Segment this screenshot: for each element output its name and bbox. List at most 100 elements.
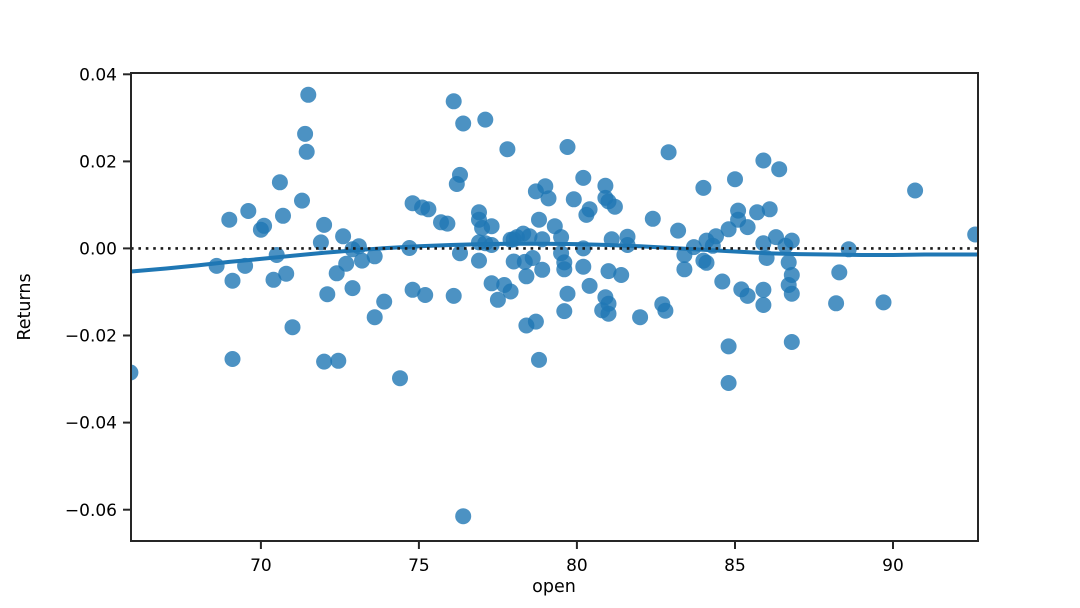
scatter-point	[354, 252, 370, 269]
scatter-point	[739, 287, 756, 304]
scatter-point	[417, 287, 434, 303]
scatter-point	[749, 204, 766, 221]
scatter-point	[553, 229, 570, 246]
axis-ticks-group: 70 75 80 85 90 0.04 0.02 0.00 −0.02 −0.04 −0.06	[65, 65, 904, 576]
scatter-point	[224, 272, 241, 289]
scatter-point	[502, 283, 519, 300]
scatter-point	[755, 152, 772, 169]
scatter-point	[477, 111, 494, 128]
scatter-point	[714, 273, 731, 290]
scatter-point	[556, 261, 573, 278]
scatter-point	[404, 281, 421, 298]
x-tick-label: 90	[882, 556, 904, 576]
scatter-point	[335, 228, 352, 245]
scatter-point	[316, 353, 333, 370]
scatter-point	[344, 280, 361, 297]
scatter-point	[783, 334, 800, 350]
scatter-point	[783, 232, 800, 249]
scatter-point	[300, 86, 317, 103]
scatter-point	[783, 285, 800, 302]
scatter-point	[221, 211, 238, 228]
scatter-point	[455, 508, 472, 525]
scatter-point	[298, 143, 315, 160]
scatter-point	[597, 177, 614, 194]
scatter-point	[581, 201, 598, 218]
scatter-point	[483, 275, 500, 292]
scatter-point	[483, 218, 500, 235]
scatter-point	[271, 174, 288, 191]
scatter-point	[445, 287, 462, 304]
y-tick-label: 0.00	[79, 240, 117, 260]
scatter-point	[755, 297, 772, 313]
scatter-point	[256, 217, 273, 234]
scatter-point	[698, 254, 715, 271]
scatter-points-group	[131, 86, 978, 525]
y-tick-label: −0.02	[65, 327, 117, 347]
scatter-point	[720, 375, 737, 391]
scatter-point	[907, 182, 924, 199]
scatter-point	[297, 125, 314, 142]
scatter-point	[632, 309, 649, 326]
scatter-point	[278, 265, 295, 282]
scatter-point	[581, 277, 598, 294]
scatter-point	[540, 190, 557, 207]
scatter-point	[275, 207, 291, 224]
y-tick-label: 0.02	[79, 153, 117, 173]
scatter-point	[606, 198, 623, 215]
scatter-point	[613, 267, 630, 283]
scatter-point	[527, 313, 544, 330]
scatter-point	[761, 201, 778, 218]
scatter-point	[471, 252, 487, 269]
plot-area	[131, 73, 978, 541]
scatter-point	[420, 201, 437, 218]
axes-spines	[130, 72, 979, 542]
scatter-point	[366, 309, 383, 326]
scatter-point	[316, 216, 333, 233]
scatter-point	[828, 295, 845, 312]
trend-line	[131, 241, 978, 274]
scatter-point	[644, 210, 661, 227]
scatter-point	[727, 171, 743, 188]
scatter-point	[559, 139, 576, 155]
scatter-point	[600, 263, 617, 280]
scatter-point	[537, 178, 554, 195]
y-tick-label: −0.04	[65, 414, 117, 434]
scatter-point	[518, 268, 535, 285]
scatter-point	[771, 161, 788, 178]
x-tick-label: 80	[566, 556, 588, 576]
scatter-point	[224, 351, 241, 367]
scatter-point	[240, 203, 257, 219]
scatter-point	[445, 93, 462, 110]
scatter-point	[875, 294, 892, 311]
scatter-point	[131, 364, 139, 381]
scatter-point	[294, 192, 310, 209]
scatter-point	[439, 215, 456, 232]
x-tick-label: 85	[724, 556, 746, 576]
scatter-point	[489, 291, 506, 308]
scatter-point	[330, 352, 347, 369]
scatter-point	[499, 141, 516, 158]
scatter-point	[783, 267, 800, 283]
scatter-point	[660, 144, 677, 161]
scatter-point	[534, 261, 551, 278]
scatter-point	[657, 302, 674, 319]
scatter-point	[376, 293, 393, 310]
scatter-point	[831, 264, 848, 281]
scatter-point	[720, 338, 737, 355]
scatter-point	[521, 228, 538, 245]
y-tick-label: −0.06	[65, 501, 117, 521]
scatter-point	[575, 169, 592, 186]
scatter-point	[524, 250, 541, 266]
scatter-point	[670, 222, 687, 239]
x-axis-label: open	[532, 577, 576, 597]
scatter-point	[559, 285, 576, 302]
scatter-point	[600, 305, 617, 322]
scatter-point	[565, 191, 582, 208]
x-tick-label: 75	[408, 556, 430, 576]
scatter-point	[708, 228, 724, 245]
scatter-point	[284, 319, 301, 336]
scatter-point	[531, 211, 547, 228]
scatter-point	[967, 226, 978, 243]
